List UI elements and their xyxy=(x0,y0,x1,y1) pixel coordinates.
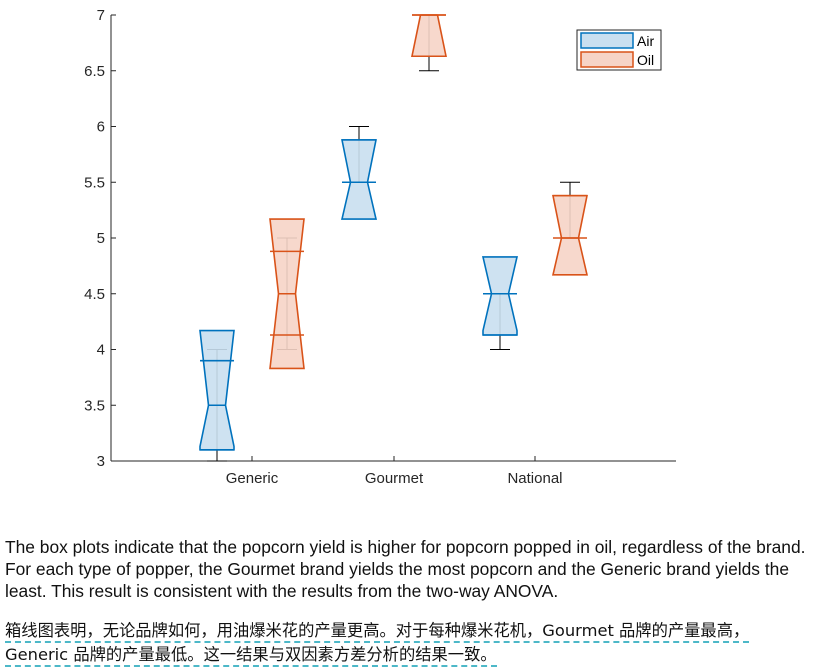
box-body xyxy=(411,14,447,58)
y-axis: 3 3.5 4 4.5 5 5.5 6 6.5 7 xyxy=(84,7,116,470)
description-english: The box plots indicate that the popcorn … xyxy=(5,537,806,601)
description-chinese-line-1: 箱线图表明，无论品牌如何，用油爆米花的产量更高。对于每种爆米花机，Gourmet… xyxy=(5,621,750,643)
x-tick-label: Generic xyxy=(226,470,279,487)
y-tick-label: 6.5 xyxy=(84,63,105,80)
y-tick-label: 3.5 xyxy=(84,397,105,414)
legend-swatch-oil xyxy=(580,51,634,68)
legend-swatch-air xyxy=(580,32,634,49)
box-body xyxy=(481,256,519,336)
legend-label-oil: Oil xyxy=(637,52,654,68)
legend-label-air: Air xyxy=(637,33,654,49)
box-air-national xyxy=(481,256,519,350)
box-air-generic xyxy=(199,329,235,462)
box-oil-gourmet xyxy=(411,14,447,72)
x-tick-label: Gourmet xyxy=(365,470,424,487)
box-air-gourmet xyxy=(340,126,378,220)
y-tick-label: 4 xyxy=(97,342,105,359)
box-body xyxy=(199,329,235,451)
y-tick-label: 3 xyxy=(97,453,105,470)
box-body xyxy=(340,139,378,220)
description-chinese-line-2: Generic 品牌的产量最低。这一结果与双因素方差分析的结果一致。 xyxy=(5,645,497,667)
box-plot-figure: 3 3.5 4 4.5 5 5.5 6 6.5 7 Generic Gourmet National… xyxy=(84,7,676,487)
boxes xyxy=(199,14,589,462)
x-axis: Generic Gourmet National xyxy=(111,456,676,487)
box-body xyxy=(551,194,589,276)
y-tick-label: 5 xyxy=(97,230,105,247)
legend: Air Oil xyxy=(576,29,662,71)
box-oil-national xyxy=(551,181,589,276)
x-tick-label: National xyxy=(507,470,562,487)
y-tick-label: 5.5 xyxy=(84,174,105,191)
y-tick-label: 6 xyxy=(97,119,105,136)
y-tick-label: 7 xyxy=(97,7,105,24)
description-chinese: 箱线图表明，无论品牌如何，用油爆米花的产量更高。对于每种爆米花机，Gourmet… xyxy=(5,619,835,667)
y-tick-label: 4.5 xyxy=(84,286,105,303)
box-oil-generic xyxy=(269,218,305,370)
